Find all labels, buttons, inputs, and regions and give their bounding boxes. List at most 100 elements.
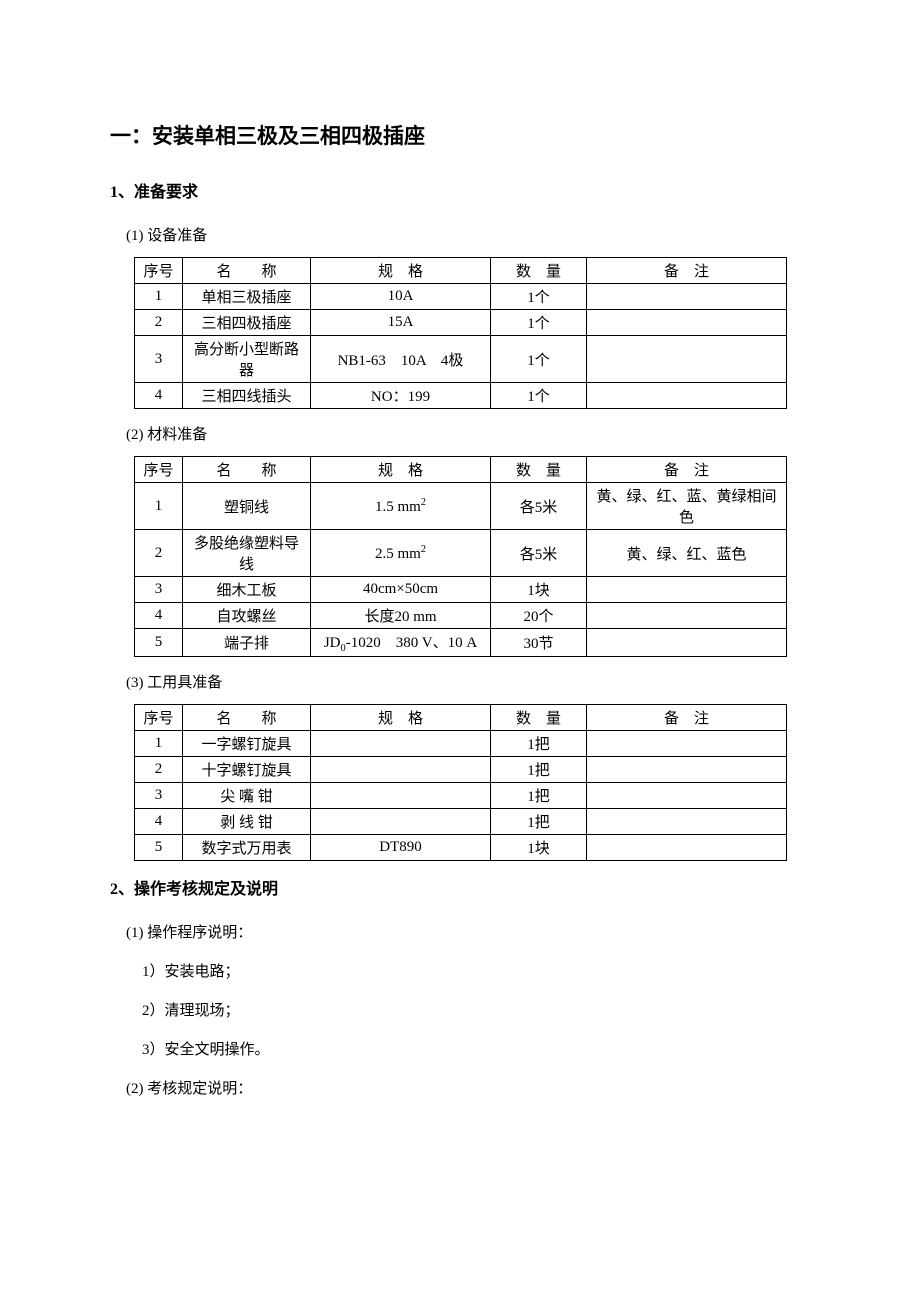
cell-seq: 4 — [135, 603, 183, 629]
cell-seq: 2 — [135, 757, 183, 783]
cell-spec: NB1-63 10A 4极 — [311, 336, 491, 383]
cell-note — [587, 783, 787, 809]
cell-note: 黄、绿、红、蓝色 — [587, 530, 787, 577]
table-row: 3 高分断小型断路器 NB1-63 10A 4极 1个 — [135, 336, 787, 383]
cell-seq: 3 — [135, 577, 183, 603]
cell-spec: 10A — [311, 284, 491, 310]
page-title: 一：安装单相三极及三相四极插座 — [110, 120, 810, 150]
header-spec: 规 格 — [311, 457, 491, 483]
table-header-row: 序号 名 称 规 格 数 量 备 注 — [135, 705, 787, 731]
cell-name: 数字式万用表 — [183, 835, 311, 861]
cell-spec: 15A — [311, 310, 491, 336]
header-seq: 序号 — [135, 457, 183, 483]
header-name: 名 称 — [183, 705, 311, 731]
table-row: 4 剥 线 钳 1把 — [135, 809, 787, 835]
cell-note — [587, 731, 787, 757]
cell-qty: 各5米 — [491, 483, 587, 530]
header-note: 备 注 — [587, 457, 787, 483]
sub2-label: (2) 材料准备 — [126, 423, 810, 444]
header-name: 名 称 — [183, 457, 311, 483]
table-row: 2 多股绝缘塑料导线 2.5 mm2 各5米 黄、绿、红、蓝色 — [135, 530, 787, 577]
cell-seq: 3 — [135, 783, 183, 809]
cell-qty: 1把 — [491, 809, 587, 835]
cell-name: 多股绝缘塑料导线 — [183, 530, 311, 577]
cell-name: 尖 嘴 钳 — [183, 783, 311, 809]
cell-spec: 长度20 mm — [311, 603, 491, 629]
sub1-label: (1) 设备准备 — [126, 224, 810, 245]
cell-note — [587, 310, 787, 336]
cell-spec: 2.5 mm2 — [311, 530, 491, 577]
header-note: 备 注 — [587, 705, 787, 731]
cell-name: 三相四线插头 — [183, 383, 311, 409]
cell-note — [587, 835, 787, 861]
section2-heading: 2、操作考核规定及说明 — [110, 875, 810, 899]
cell-seq: 2 — [135, 530, 183, 577]
tools-table: 序号 名 称 规 格 数 量 备 注 1 一字螺钉旋具 1把 2 十字螺钉旋具 … — [134, 704, 787, 861]
header-seq: 序号 — [135, 705, 183, 731]
cell-qty: 1个 — [491, 383, 587, 409]
cell-qty: 1把 — [491, 783, 587, 809]
cell-qty: 1块 — [491, 835, 587, 861]
cell-seq: 4 — [135, 809, 183, 835]
cell-qty: 30节 — [491, 629, 587, 657]
header-spec: 规 格 — [311, 705, 491, 731]
cell-spec: DT890 — [311, 835, 491, 861]
list-item: 2）清理现场； — [142, 999, 810, 1020]
cell-seq: 1 — [135, 731, 183, 757]
cell-seq: 1 — [135, 483, 183, 530]
cell-note — [587, 284, 787, 310]
material-table: 序号 名 称 规 格 数 量 备 注 1 塑铜线 1.5 mm2 各5米 黄、绿… — [134, 456, 787, 657]
table-row: 5 数字式万用表 DT890 1块 — [135, 835, 787, 861]
table-row: 5 端子排 JD0-1020 380 V、10 A 30节 — [135, 629, 787, 657]
cell-name: 剥 线 钳 — [183, 809, 311, 835]
table-row: 1 单相三极插座 10A 1个 — [135, 284, 787, 310]
cell-seq: 3 — [135, 336, 183, 383]
cell-qty: 1块 — [491, 577, 587, 603]
list-item: (1) 操作程序说明： — [126, 921, 810, 942]
header-name: 名 称 — [183, 258, 311, 284]
table-row: 2 三相四极插座 15A 1个 — [135, 310, 787, 336]
header-qty: 数 量 — [491, 457, 587, 483]
sub3-label: (3) 工用具准备 — [126, 671, 810, 692]
list-item: 3）安全文明操作。 — [142, 1038, 810, 1059]
header-qty: 数 量 — [491, 258, 587, 284]
cell-seq: 5 — [135, 835, 183, 861]
table-row: 2 十字螺钉旋具 1把 — [135, 757, 787, 783]
cell-name: 自攻螺丝 — [183, 603, 311, 629]
cell-qty: 1个 — [491, 310, 587, 336]
cell-note — [587, 809, 787, 835]
table-header-row: 序号 名 称 规 格 数 量 备 注 — [135, 457, 787, 483]
cell-name: 细木工板 — [183, 577, 311, 603]
header-spec: 规 格 — [311, 258, 491, 284]
cell-name: 十字螺钉旋具 — [183, 757, 311, 783]
table-row: 1 一字螺钉旋具 1把 — [135, 731, 787, 757]
cell-qty: 各5米 — [491, 530, 587, 577]
cell-seq: 2 — [135, 310, 183, 336]
table-row: 1 塑铜线 1.5 mm2 各5米 黄、绿、红、蓝、黄绿相间色 — [135, 483, 787, 530]
cell-name: 一字螺钉旋具 — [183, 731, 311, 757]
cell-qty: 1个 — [491, 284, 587, 310]
cell-qty: 1个 — [491, 336, 587, 383]
table-row: 3 细木工板 40cm×50cm 1块 — [135, 577, 787, 603]
cell-name: 高分断小型断路器 — [183, 336, 311, 383]
cell-spec — [311, 783, 491, 809]
cell-note — [587, 603, 787, 629]
cell-seq: 4 — [135, 383, 183, 409]
cell-spec: 1.5 mm2 — [311, 483, 491, 530]
table-row: 4 自攻螺丝 长度20 mm 20个 — [135, 603, 787, 629]
cell-seq: 5 — [135, 629, 183, 657]
cell-spec — [311, 731, 491, 757]
cell-spec — [311, 757, 491, 783]
cell-qty: 1把 — [491, 731, 587, 757]
header-qty: 数 量 — [491, 705, 587, 731]
cell-name: 三相四极插座 — [183, 310, 311, 336]
cell-name: 单相三极插座 — [183, 284, 311, 310]
table-row: 4 三相四线插头 NO：199 1个 — [135, 383, 787, 409]
list-item: (2) 考核规定说明： — [126, 1077, 810, 1098]
cell-note: 黄、绿、红、蓝、黄绿相间色 — [587, 483, 787, 530]
cell-qty: 20个 — [491, 603, 587, 629]
cell-qty: 1把 — [491, 757, 587, 783]
cell-note — [587, 336, 787, 383]
table-row: 3 尖 嘴 钳 1把 — [135, 783, 787, 809]
header-note: 备 注 — [587, 258, 787, 284]
